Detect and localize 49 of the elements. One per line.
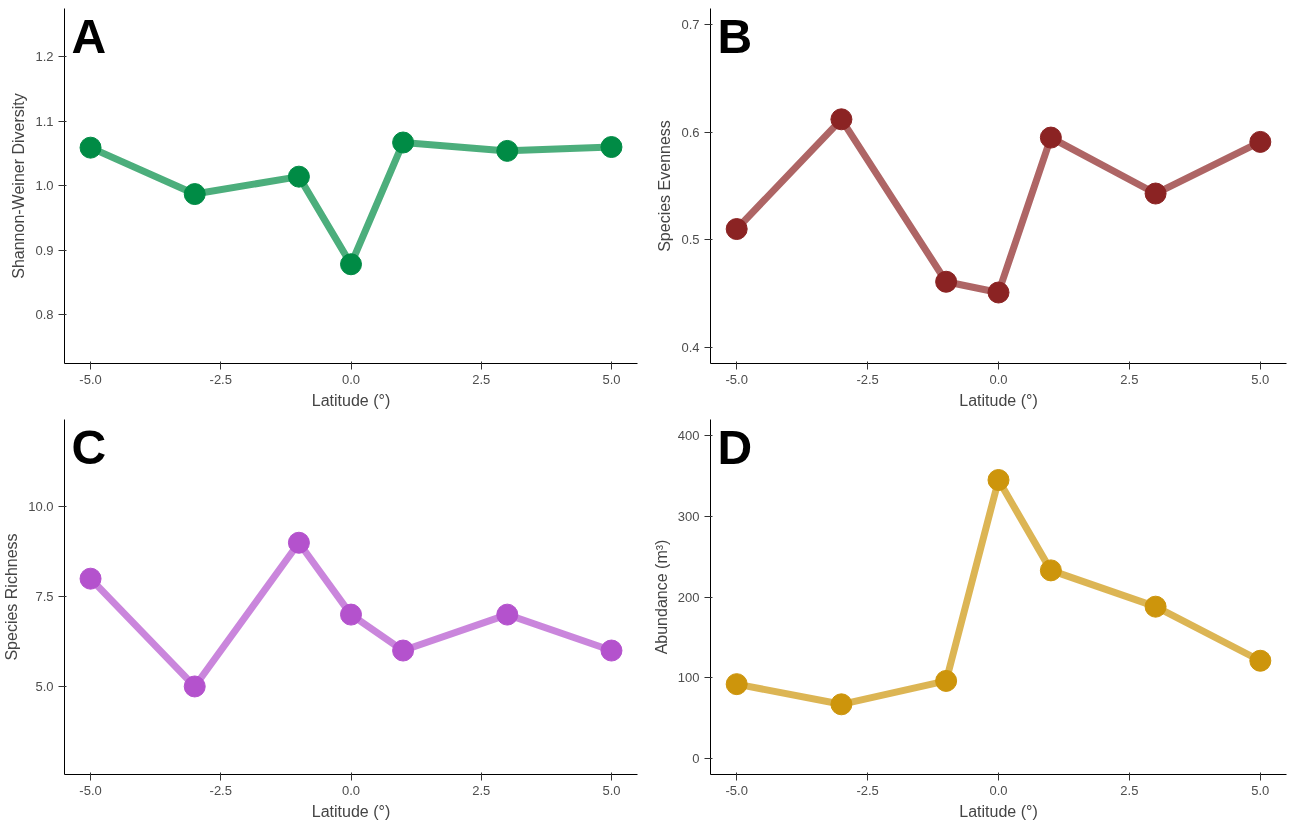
x-tick-label: -2.5 — [209, 371, 232, 387]
x-axis-title: Latitude (°) — [311, 802, 391, 820]
x-axis-title: Latitude (°) — [959, 391, 1038, 409]
y-axis-title: Species Richness — [3, 533, 21, 661]
y-axis-title: Abundance (m³) — [652, 539, 670, 655]
y-tick-label: 0.9 — [35, 242, 54, 258]
annotation: D — [717, 421, 753, 475]
x-tick-label: 2.5 — [472, 371, 491, 387]
y-tick-label: 7.5 — [35, 589, 54, 605]
x-tick-label: 5.0 — [1251, 371, 1270, 387]
annotation: C — [71, 421, 107, 475]
y-tick-label: 1.2 — [35, 49, 54, 65]
y-tick-label: 200 — [677, 589, 700, 605]
y-axis-title: Shannon-Weiner Diversity — [10, 93, 28, 279]
x-tick-label: -5.0 — [79, 782, 102, 798]
x-tick-label: 2.5 — [1120, 371, 1139, 387]
y-axis-title: Species Evenness — [656, 120, 674, 252]
x-tick-label: -2.5 — [209, 782, 232, 798]
x-tick-label: -5.0 — [79, 371, 102, 387]
y-tick-label: 0.7 — [681, 17, 700, 33]
x-tick-label: -2.5 — [856, 371, 879, 387]
x-tick-label: -5.0 — [725, 371, 748, 387]
y-tick-label: 1.0 — [35, 178, 54, 194]
y-tick-label: 400 — [677, 428, 700, 444]
y-tick-label: 300 — [677, 508, 700, 524]
x-tick-label: 0.0 — [341, 782, 361, 798]
y-tick-label: 0.4 — [681, 339, 700, 355]
x-tick-label: 5.0 — [1251, 782, 1270, 798]
y-tick-label: 0.5 — [681, 232, 700, 248]
y-tick-label: 0.6 — [681, 124, 700, 140]
x-tick-label: -5.0 — [725, 782, 748, 798]
x-tick-label: -2.5 — [856, 782, 879, 798]
x-tick-label: 2.5 — [1120, 782, 1139, 798]
x-tick-label: 0.0 — [989, 782, 1008, 798]
x-tick-label: 0.0 — [341, 371, 361, 387]
x-tick-label: 5.0 — [602, 782, 621, 798]
y-tick-label: 10.0 — [28, 499, 54, 515]
y-tick-label: 0.8 — [35, 307, 54, 323]
x-tick-label: 5.0 — [602, 371, 621, 387]
x-axis-title: Latitude (°) — [959, 802, 1038, 820]
y-tick-label: 5.0 — [35, 678, 54, 694]
annotation: A — [71, 10, 107, 64]
x-tick-label: 0.0 — [989, 371, 1008, 387]
y-tick-label: 100 — [677, 670, 700, 686]
y-tick-label: 0 — [692, 750, 700, 766]
x-tick-label: 2.5 — [472, 782, 491, 798]
y-tick-label: 1.1 — [35, 113, 54, 129]
annotation: B — [717, 10, 753, 64]
x-axis-title: Latitude (°) — [311, 391, 391, 409]
